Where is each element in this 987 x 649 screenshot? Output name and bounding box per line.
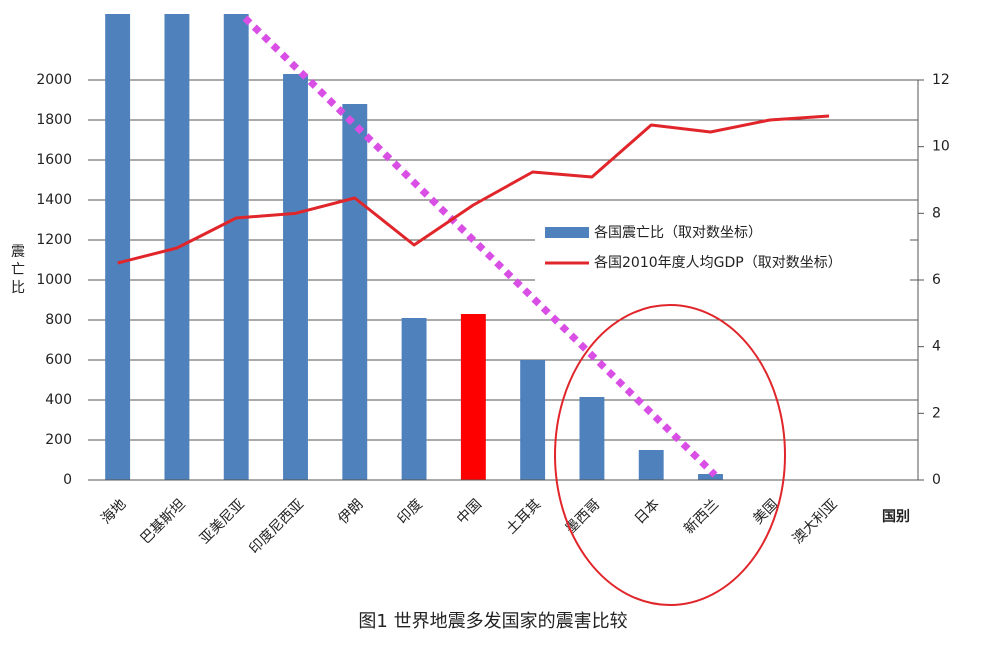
x-tick-label: 印度尼西亚 xyxy=(246,496,307,557)
bar xyxy=(401,318,427,480)
x-tick-label: 墨西哥 xyxy=(563,496,604,537)
y2-tick-label: 4 xyxy=(932,339,941,355)
x-tick-label: 日本 xyxy=(632,496,663,527)
y2-tick-label: 0 xyxy=(932,472,941,488)
y-tick-label: 800 xyxy=(45,312,72,328)
y-tick-label: 1800 xyxy=(36,112,72,128)
y2-tick-label: 6 xyxy=(932,272,941,288)
y-tick-label: 2000 xyxy=(36,72,72,88)
line xyxy=(117,114,830,265)
x-tick-label: 伊朗 xyxy=(335,496,366,527)
bar xyxy=(342,104,368,480)
x-tick-label: 巴基斯坦 xyxy=(137,496,189,548)
y-tick-label: 1600 xyxy=(36,152,72,168)
y2-tick-label: 2 xyxy=(932,405,941,421)
bar xyxy=(579,397,605,480)
legend-swatch xyxy=(545,227,589,238)
trend-annotation xyxy=(242,15,718,478)
bar xyxy=(698,474,723,480)
legend-label: 各国震亡比（取对数坐标） xyxy=(594,225,762,241)
x-tick-label: 印度 xyxy=(395,496,426,527)
bar xyxy=(460,314,486,480)
bar xyxy=(283,74,308,480)
x-tick-label: 澳大利亚 xyxy=(790,496,841,547)
x-tick-label: 土耳其 xyxy=(503,496,544,537)
x-tick-label: 中国 xyxy=(454,496,485,527)
y-tick-label: 1200 xyxy=(36,232,72,248)
legend-bg xyxy=(535,220,910,282)
x-tick-label: 海地 xyxy=(98,496,129,527)
x-tick-label: 新西兰 xyxy=(681,496,722,537)
chart-title: 图1 世界地震多发国家的震害比较 xyxy=(358,611,627,632)
y-tick-label: 600 xyxy=(45,352,72,368)
highlight-circle xyxy=(554,304,786,606)
bar xyxy=(520,360,546,480)
y-tick-label: 400 xyxy=(45,392,72,408)
bar xyxy=(638,450,664,480)
legend-label: 各国2010年度人均GDP（取对数坐标） xyxy=(594,255,842,271)
x-tick-label: 亚美尼亚 xyxy=(197,496,248,547)
y-tick-label: 0 xyxy=(63,472,72,488)
y2-tick-label: 10 xyxy=(932,139,950,155)
y2-tick-label: 12 xyxy=(932,72,950,88)
y-tick-label: 200 xyxy=(45,432,72,448)
y-axis-label: 震亡比 xyxy=(11,244,25,296)
x-axis-label: 国别 xyxy=(882,509,910,525)
bar xyxy=(105,14,131,480)
y2-tick-label: 8 xyxy=(932,205,941,221)
y-tick-label: 1000 xyxy=(36,272,72,288)
bar xyxy=(223,14,249,480)
y-tick-label: 1400 xyxy=(36,192,72,208)
